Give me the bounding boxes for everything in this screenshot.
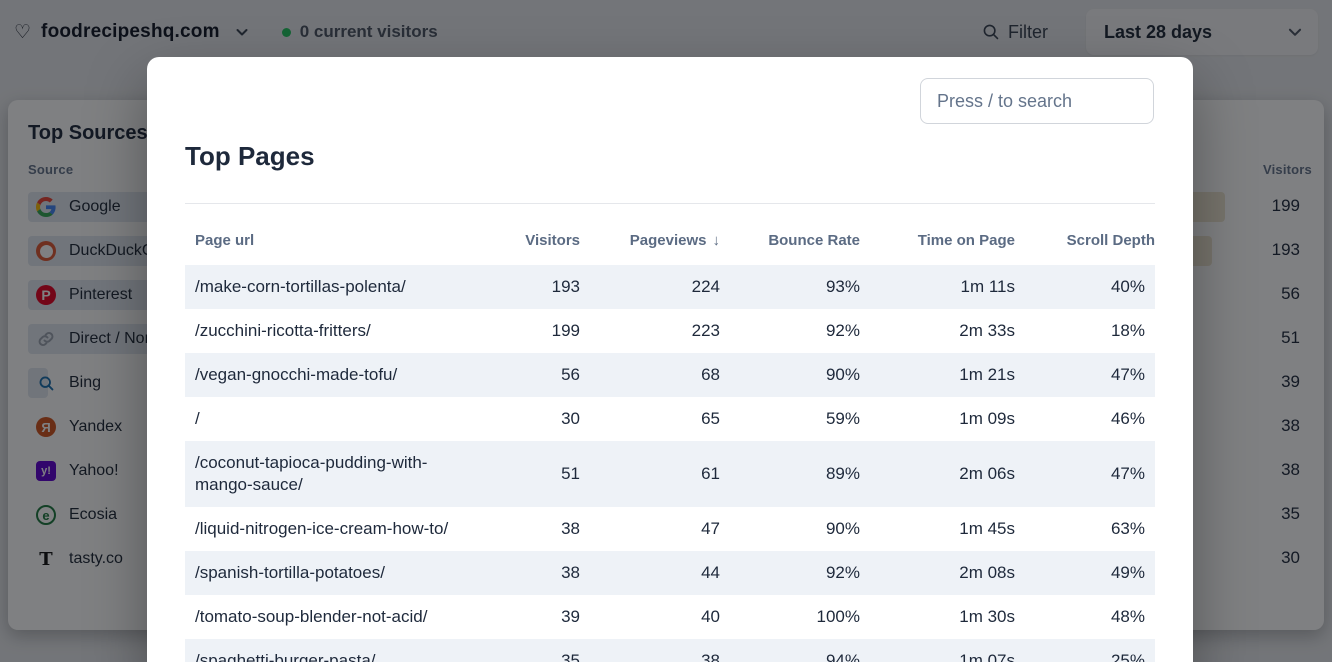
top-pages-table: Page url Visitors Pageviews ↓ Bounce Rate… <box>185 221 1155 662</box>
cell-scroll-depth: 48% <box>1110 607 1145 626</box>
cell-scroll-depth: 47% <box>1110 464 1145 483</box>
cell-pageviews: 224 <box>691 277 720 296</box>
cell-bounce-rate: 100% <box>816 607 860 626</box>
cell-visitors: 35 <box>561 651 580 662</box>
cell-time-on-page: 1m 09s <box>959 409 1015 428</box>
cell-bounce-rate: 93% <box>825 277 860 296</box>
cell-visitors: 51 <box>561 464 580 483</box>
cell-pageviews: 40 <box>701 607 720 626</box>
cell-scroll-depth: 47% <box>1110 365 1145 384</box>
cell-time-on-page: 2m 06s <box>959 464 1015 483</box>
cell-scroll-depth: 18% <box>1110 321 1145 340</box>
cell-pageviews: 47 <box>701 519 720 538</box>
table-row[interactable]: /vegan-gnocchi-made-tofu/ 56 68 90% 1m 2… <box>185 353 1155 397</box>
cell-scroll-depth: 63% <box>1110 519 1145 538</box>
cell-time-on-page: 2m 08s <box>959 563 1015 582</box>
cell-bounce-rate: 90% <box>825 519 860 538</box>
table-header-row: Page url Visitors Pageviews ↓ Bounce Rate… <box>185 221 1155 265</box>
cell-visitors: 38 <box>561 563 580 582</box>
top-pages-modal: Top Pages Page url Visitors Pageviews ↓ B… <box>147 57 1193 662</box>
cell-scroll-depth: 40% <box>1110 277 1145 296</box>
cell-pageviews: 65 <box>701 409 720 428</box>
cell-page-url[interactable]: /spaghetti-burger-pasta/ <box>195 651 376 662</box>
header-time-on-page[interactable]: Time on Page <box>917 232 1015 249</box>
cell-visitors: 199 <box>551 321 580 340</box>
table-row[interactable]: /spanish-tortilla-potatoes/ 38 44 92% 2m… <box>185 551 1155 595</box>
cell-bounce-rate: 94% <box>825 651 860 662</box>
cell-visitors: 38 <box>561 519 580 538</box>
table-row[interactable]: /make-corn-tortillas-polenta/ 193 224 93… <box>185 265 1155 309</box>
header-scroll-depth[interactable]: Scroll Depth <box>1066 232 1155 249</box>
cell-pageviews: 68 <box>701 365 720 384</box>
header-pageviews-label: Pageviews <box>629 232 707 249</box>
cell-time-on-page: 1m 11s <box>960 277 1016 296</box>
header-bounce-rate[interactable]: Bounce Rate <box>768 232 860 249</box>
cell-page-url[interactable]: /coconut-tapioca-pudding-with-mango-sauc… <box>195 453 428 494</box>
cell-pageviews: 223 <box>691 321 720 340</box>
cell-pageviews: 44 <box>701 563 720 582</box>
cell-page-url[interactable]: / <box>195 409 200 428</box>
cell-bounce-rate: 92% <box>825 321 860 340</box>
cell-pageviews: 61 <box>701 464 720 483</box>
search-input[interactable] <box>920 78 1154 124</box>
cell-bounce-rate: 89% <box>825 464 860 483</box>
cell-scroll-depth: 25% <box>1110 651 1145 662</box>
cell-visitors: 39 <box>561 607 580 626</box>
table-row[interactable]: /spaghetti-burger-pasta/ 35 38 94% 1m 07… <box>185 639 1155 662</box>
cell-time-on-page: 2m 33s <box>959 321 1015 340</box>
cell-time-on-page: 1m 07s <box>959 651 1015 662</box>
table-row[interactable]: /zucchini-ricotta-fritters/ 199 223 92% … <box>185 309 1155 353</box>
header-page-url[interactable]: Page url <box>195 232 255 249</box>
cell-time-on-page: 1m 30s <box>959 607 1015 626</box>
header-visitors[interactable]: Visitors <box>525 232 580 249</box>
cell-scroll-depth: 46% <box>1110 409 1145 428</box>
cell-page-url[interactable]: /tomato-soup-blender-not-acid/ <box>195 607 428 626</box>
cell-visitors: 193 <box>551 277 580 296</box>
table-row[interactable]: /tomato-soup-blender-not-acid/ 39 40 100… <box>185 595 1155 639</box>
divider <box>185 203 1155 204</box>
cell-page-url[interactable]: /liquid-nitrogen-ice-cream-how-to/ <box>195 519 449 538</box>
cell-visitors: 30 <box>561 409 580 428</box>
table-body: /make-corn-tortillas-polenta/ 193 224 93… <box>185 265 1155 662</box>
cell-pageviews: 38 <box>701 651 720 662</box>
cell-visitors: 56 <box>561 365 580 384</box>
modal-title: Top Pages <box>185 141 315 171</box>
table-row[interactable]: /liquid-nitrogen-ice-cream-how-to/ 38 47… <box>185 507 1155 551</box>
cell-time-on-page: 1m 45s <box>959 519 1015 538</box>
header-pageviews[interactable]: Pageviews ↓ <box>580 221 720 265</box>
cell-bounce-rate: 59% <box>825 409 860 428</box>
cell-time-on-page: 1m 21s <box>959 365 1015 384</box>
table-row[interactable]: / 30 65 59% 1m 09s 46% <box>185 397 1155 441</box>
cell-page-url[interactable]: /spanish-tortilla-potatoes/ <box>195 563 385 582</box>
cell-page-url[interactable]: /vegan-gnocchi-made-tofu/ <box>195 365 398 384</box>
cell-bounce-rate: 92% <box>825 563 860 582</box>
cell-page-url[interactable]: /zucchini-ricotta-fritters/ <box>195 321 371 340</box>
sort-descending-arrow-icon: ↓ <box>712 232 721 249</box>
cell-page-url[interactable]: /make-corn-tortillas-polenta/ <box>195 277 406 296</box>
cell-bounce-rate: 90% <box>825 365 860 384</box>
table-row[interactable]: /coconut-tapioca-pudding-with-mango-sauc… <box>185 441 1155 507</box>
cell-scroll-depth: 49% <box>1110 563 1145 582</box>
